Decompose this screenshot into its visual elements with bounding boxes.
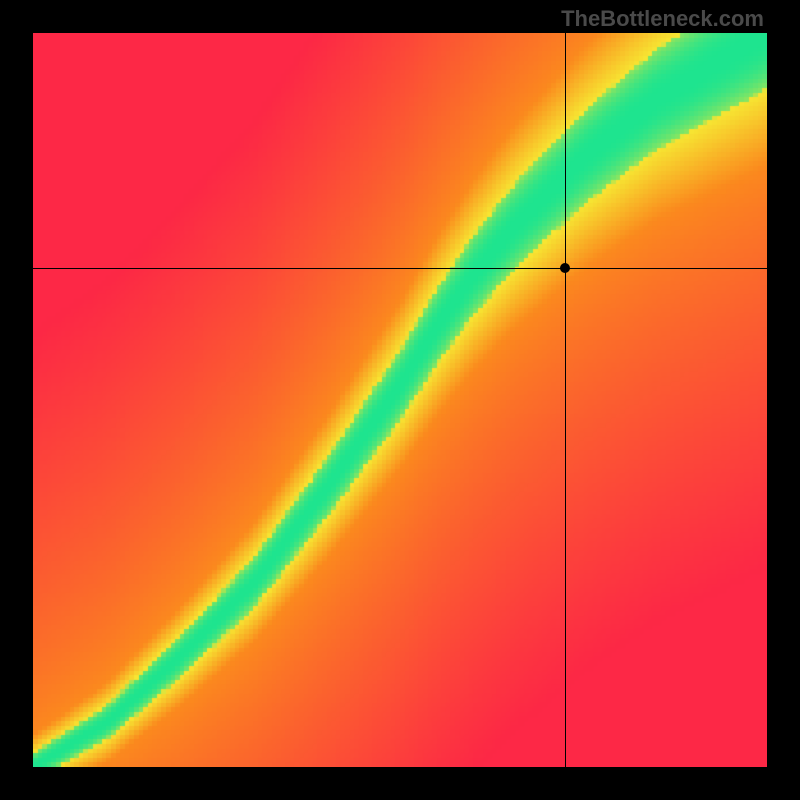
crosshair-horizontal: [33, 268, 767, 269]
crosshair-vertical: [565, 33, 566, 767]
watermark-text: TheBottleneck.com: [561, 6, 764, 32]
crosshair-marker: [560, 263, 570, 273]
bottleneck-heatmap: [33, 33, 767, 767]
chart-container: TheBottleneck.com: [0, 0, 800, 800]
plot-area: [33, 33, 767, 767]
